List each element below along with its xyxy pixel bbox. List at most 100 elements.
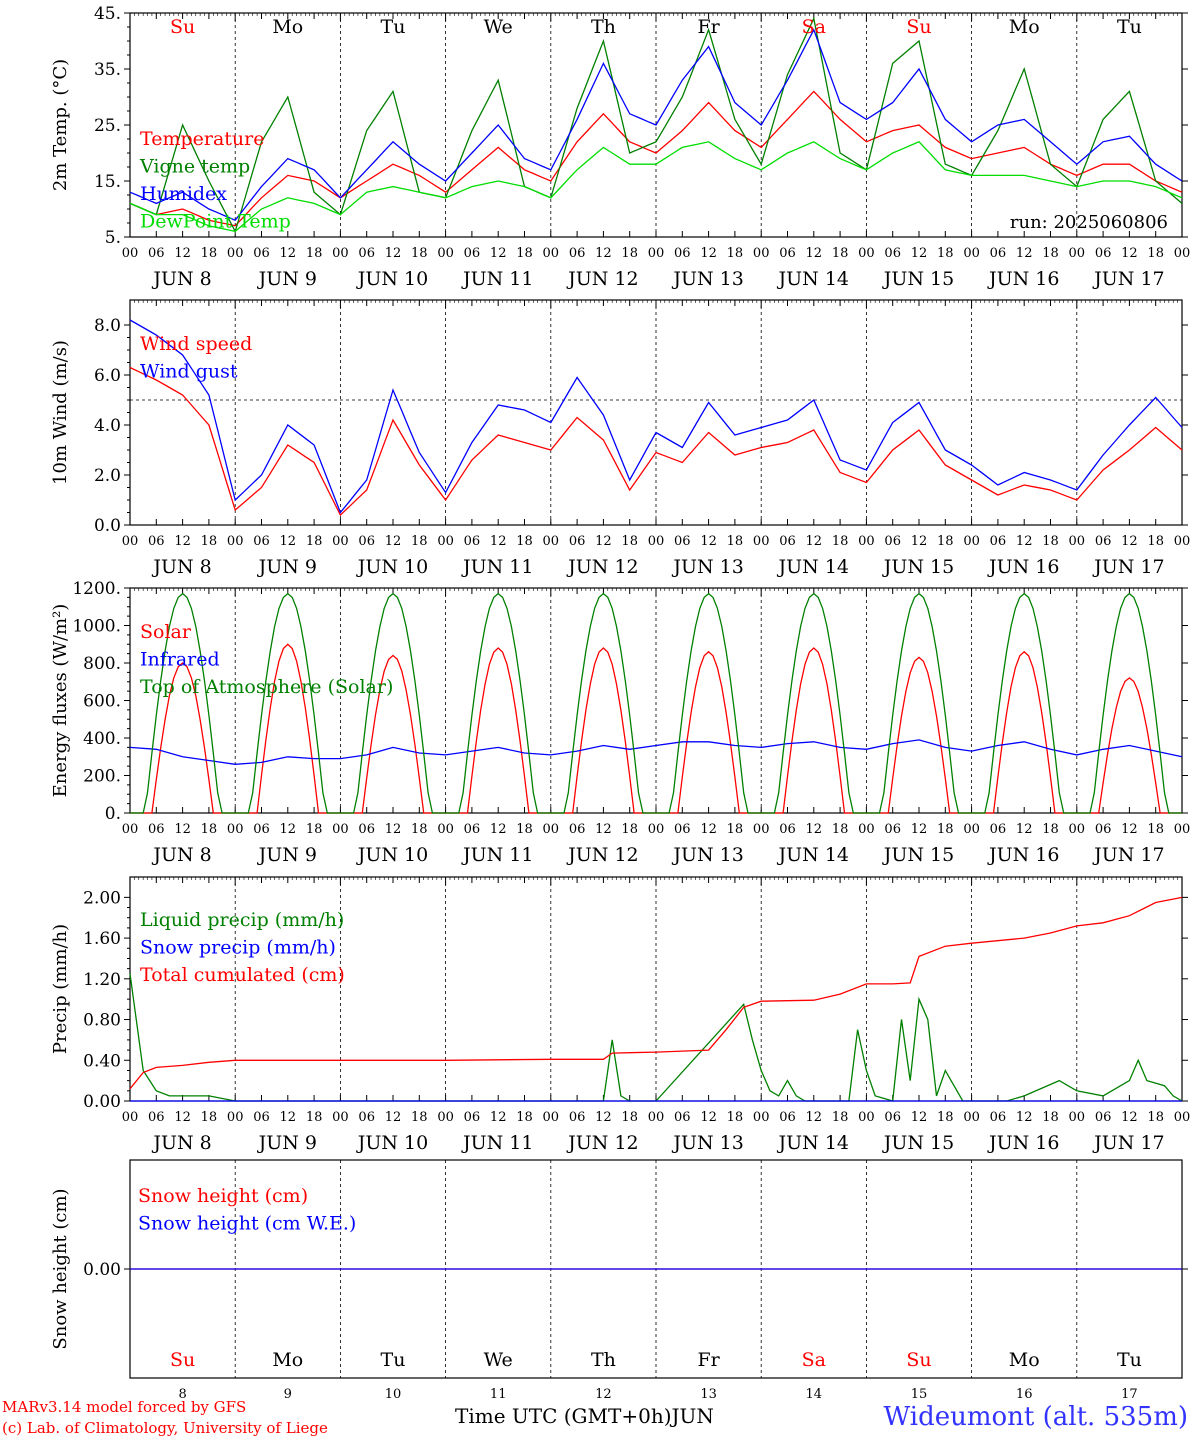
legend-entry: Snow height (cm W.E.): [138, 1213, 356, 1235]
hour-tick-label: 06: [779, 822, 796, 837]
hour-tick-label: 00: [437, 1110, 454, 1125]
hour-tick-label: 06: [358, 534, 375, 549]
day-number-label: 13: [700, 1387, 717, 1402]
hour-tick-label: 12: [490, 1110, 507, 1125]
hour-tick-label: 18: [306, 1110, 323, 1125]
date-label: JUN 8: [151, 844, 211, 866]
legend-entry: Liquid precip (mm/h): [140, 909, 344, 931]
series-line-dewpoint-temp: [129, 141, 1183, 233]
date-label: JUN 10: [356, 1132, 428, 1154]
hour-tick-label: 00: [437, 246, 454, 261]
legend-entry: Total cumulated (cm): [140, 964, 345, 986]
series-line-total-cumulated-cm-: [129, 896, 1183, 1090]
hour-tick-label: 18: [621, 822, 638, 837]
date-label: JUN 13: [671, 556, 743, 578]
hour-tick-label: 12: [174, 1110, 191, 1125]
date-label: JUN 16: [987, 268, 1059, 290]
hour-tick-label: 00: [543, 1110, 560, 1125]
hour-tick-label: 00: [437, 534, 454, 549]
weekday-label-bottom: We: [484, 1349, 513, 1371]
hour-tick-label: 18: [1042, 1110, 1059, 1125]
hour-tick-label: 00: [332, 822, 349, 837]
hour-tick-label: 18: [411, 246, 428, 261]
hour-tick-label: 18: [201, 246, 218, 261]
hour-tick-label: 18: [727, 246, 744, 261]
date-label: JUN 11: [461, 1132, 533, 1154]
day-number-label: 14: [806, 1387, 823, 1402]
date-label: JUN 8: [151, 556, 211, 578]
weekday-label-bottom: Th: [591, 1349, 616, 1371]
hour-tick-label: 06: [990, 534, 1007, 549]
weekday-label-bottom: Mo: [272, 1349, 303, 1371]
hour-tick-label: 12: [806, 1110, 823, 1125]
date-label: JUN 15: [882, 844, 954, 866]
y-axis-label: Energy fluxes (W/m²): [50, 604, 71, 798]
hour-tick-label: 18: [1147, 822, 1164, 837]
hour-tick-label: 00: [858, 822, 875, 837]
hour-tick-label: 12: [806, 822, 823, 837]
hour-tick-label: 18: [516, 534, 533, 549]
series-line-wind-gust: [129, 319, 1183, 514]
y-tick-label: 1.60: [83, 929, 121, 949]
hour-tick-label: 12: [174, 534, 191, 549]
date-label: JUN 12: [566, 1132, 638, 1154]
weekday-label-bottom: Fr: [697, 1349, 720, 1371]
y-tick-label: 0.: [105, 804, 121, 824]
hour-tick-label: 06: [253, 1110, 270, 1125]
hour-tick-label: 12: [700, 534, 717, 549]
hour-tick-label: 00: [753, 534, 770, 549]
series-line-vigne-temp: [129, 16, 1183, 234]
hour-tick-label: 06: [358, 246, 375, 261]
date-label: JUN 15: [882, 1132, 954, 1154]
hour-tick-label: 06: [148, 822, 165, 837]
y-tick-label: 200.: [83, 767, 121, 787]
hour-tick-label: 00: [858, 246, 875, 261]
hour-tick-label: 06: [884, 246, 901, 261]
y-axis-label: 10m Wind (m/s): [50, 340, 71, 485]
hour-tick-label: 06: [990, 1110, 1007, 1125]
hour-tick-label: 18: [621, 534, 638, 549]
hour-tick-label: 06: [253, 246, 270, 261]
y-tick-label: 2.0: [94, 466, 121, 486]
hour-tick-label: 06: [464, 822, 481, 837]
weekday-label-bottom: Sa: [802, 1349, 826, 1371]
y-tick-label: 4.0: [94, 416, 121, 436]
y-tick-label: 5.: [105, 228, 121, 248]
hour-tick-label: 18: [306, 246, 323, 261]
hour-tick-label: 12: [700, 246, 717, 261]
hour-tick-label: 18: [832, 1110, 849, 1125]
y-axis-label: 2m Temp. (°C): [50, 59, 71, 191]
hour-tick-label: 12: [174, 246, 191, 261]
hour-tick-label: 18: [832, 246, 849, 261]
hour-tick-label: 00: [1069, 822, 1086, 837]
date-label: JUN 15: [882, 556, 954, 578]
date-label: JUN 17: [1092, 268, 1164, 290]
hour-tick-label: 06: [779, 1110, 796, 1125]
hour-tick-label: 12: [700, 1110, 717, 1125]
date-label: JUN 17: [1092, 1132, 1164, 1154]
y-tick-label: 8.0: [94, 316, 121, 336]
weekday-label-bottom: Su: [906, 1349, 931, 1371]
hour-tick-label: 00: [1069, 534, 1086, 549]
hour-tick-label: 12: [280, 246, 297, 261]
hour-tick-label: 18: [727, 534, 744, 549]
weekday-label-top: Su: [906, 16, 931, 38]
legend-entry: Snow precip (mm/h): [140, 937, 336, 959]
hour-tick-label: 12: [490, 246, 507, 261]
weekday-label-top: We: [484, 16, 513, 38]
y-tick-label: 25.: [94, 116, 121, 136]
date-label: JUN 12: [566, 556, 638, 578]
series-line-humidex: [129, 28, 1183, 221]
date-label: JUN 13: [671, 1132, 743, 1154]
hour-tick-label: 00: [648, 822, 665, 837]
hour-tick-label: 00: [1069, 246, 1086, 261]
hour-tick-label: 18: [516, 246, 533, 261]
hour-tick-label: 12: [280, 822, 297, 837]
hour-tick-label: 06: [464, 1110, 481, 1125]
weekday-label-top: Mo: [1009, 16, 1040, 38]
hour-tick-label: 18: [832, 534, 849, 549]
hour-tick-label: 06: [674, 1110, 691, 1125]
hour-tick-label: 06: [1095, 246, 1112, 261]
hour-tick-label: 00: [1174, 1110, 1191, 1125]
